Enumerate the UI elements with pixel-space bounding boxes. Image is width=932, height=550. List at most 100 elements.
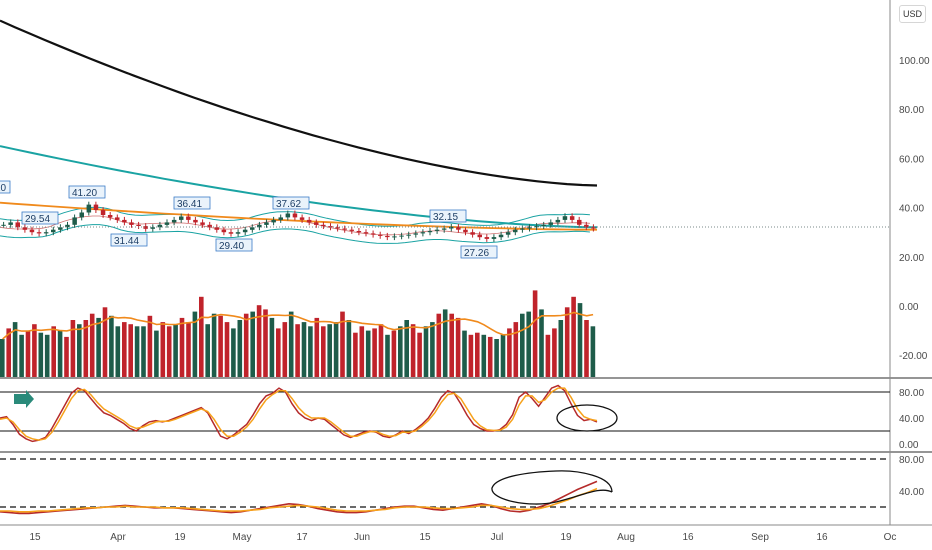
price-candles	[1, 201, 596, 242]
candle-body	[1, 224, 6, 226]
oscillator-tick-label: 80.00	[899, 455, 924, 466]
volume-moving-average	[2, 311, 594, 340]
volume-bar	[462, 330, 467, 377]
candle-body	[93, 204, 99, 210]
candle-body	[264, 222, 269, 225]
candle-body	[427, 231, 433, 233]
volume-bar	[372, 328, 377, 377]
candle-body	[58, 227, 63, 230]
candle-body	[569, 216, 575, 220]
volume-bar	[179, 317, 185, 377]
callout-low-label: 27.26	[464, 248, 489, 259]
candle-body	[15, 222, 20, 228]
price-tick-label: 40.00	[899, 204, 924, 215]
volume-bar	[199, 296, 204, 377]
volume-bar	[0, 339, 5, 377]
volume-bar	[44, 334, 50, 377]
volume-bar	[564, 307, 570, 377]
candle-body	[221, 229, 227, 233]
candle-body	[79, 212, 84, 218]
volume-bar	[410, 324, 416, 377]
callout-box	[0, 180, 11, 194]
candle-body	[463, 229, 468, 233]
candle-body	[491, 237, 497, 239]
candle-body	[171, 219, 177, 223]
price-tick-label: 0.00	[899, 302, 919, 313]
volume-bar	[115, 326, 121, 377]
panel-separators	[0, 0, 932, 526]
candle-body	[314, 222, 319, 225]
candle-body	[406, 234, 411, 236]
candle-body	[548, 222, 553, 225]
candle-body	[292, 213, 298, 218]
volume-bar	[134, 326, 140, 377]
candle-body	[72, 217, 77, 225]
volume-bar	[89, 313, 95, 377]
volume-bar	[308, 326, 313, 377]
stochastic-levels	[0, 391, 890, 432]
volume-bar	[417, 332, 422, 377]
callout-high-label: 41.20	[72, 188, 97, 199]
candle-body	[235, 232, 241, 234]
volume-bar	[64, 336, 69, 377]
volume-bar	[391, 330, 397, 377]
callout-box	[460, 245, 498, 259]
callout-box	[429, 209, 467, 223]
candle-body	[591, 227, 596, 229]
candle-body	[534, 226, 539, 228]
candle-body	[577, 219, 582, 225]
date-tick-label: Oc	[884, 532, 897, 543]
callout-low-label: 29.40	[219, 241, 244, 252]
candle-body	[349, 229, 354, 231]
date-tick-label: Jul	[491, 532, 504, 543]
volume-bar	[545, 334, 551, 377]
candle-body	[321, 224, 326, 226]
volume-bar	[404, 320, 409, 377]
candle-body	[470, 232, 475, 235]
candle-body	[250, 227, 255, 230]
volume-bar	[500, 334, 506, 377]
candle-body	[51, 229, 56, 233]
volume-average-line	[2, 311, 594, 340]
callout-box	[21, 211, 59, 225]
volume-bar	[423, 326, 429, 377]
volume-bars	[0, 290, 596, 377]
candle-body	[363, 232, 369, 234]
drawing-ellipse-stochastic[interactable]	[556, 404, 618, 432]
candle-body	[513, 229, 518, 233]
callout-box	[272, 196, 310, 210]
date-tick-label: Sep	[751, 532, 769, 543]
candle-body	[193, 219, 198, 223]
candle-body	[136, 224, 141, 226]
volume-bar	[288, 311, 294, 377]
candle-body	[257, 224, 262, 228]
price-axis: 100.00 80.00 60.00 40.00 20.00 0.00 -20.00	[899, 56, 930, 362]
volume-bar	[128, 324, 133, 377]
volume-bar	[494, 339, 499, 377]
volume-bar	[173, 324, 178, 377]
candle-body	[8, 222, 13, 225]
volume-bar	[38, 332, 44, 377]
volume-bar	[147, 315, 153, 377]
volume-bar	[436, 313, 442, 377]
volume-bar	[276, 328, 281, 377]
drawing-lasso-oscillator[interactable]	[491, 470, 613, 505]
currency-badge[interactable]: USD	[899, 5, 926, 23]
volume-bar	[237, 320, 243, 377]
volume-bar	[102, 307, 108, 377]
volume-bar	[558, 320, 564, 377]
stochastic-tick-label: 80.00	[899, 388, 924, 399]
callout-low-label: 29.54	[25, 214, 50, 225]
candle-body	[86, 204, 92, 213]
volume-bar	[449, 313, 454, 377]
callout-low-label: 31.44	[114, 236, 139, 247]
volume-bar	[109, 315, 114, 377]
volume-bar	[475, 332, 480, 377]
candle-body	[214, 227, 219, 230]
lower-band	[0, 224, 590, 244]
candle-body	[562, 216, 568, 220]
callout-box	[68, 185, 106, 199]
volume-bar	[481, 334, 487, 377]
candle-body	[22, 227, 28, 230]
